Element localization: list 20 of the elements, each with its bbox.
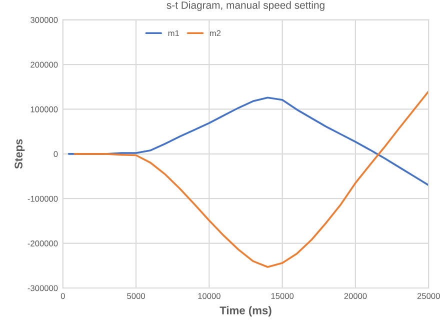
y-tick-label: 100000 [30, 106, 58, 112]
y-tick-label: -200000 [28, 240, 58, 246]
x-tick-label: 20000 [344, 293, 367, 299]
x-tick-label: 15000 [271, 293, 294, 299]
x-tick-label: 10000 [198, 293, 220, 299]
y-tick-label: 200000 [30, 62, 58, 68]
x-axis-title: Time (ms) [220, 306, 272, 317]
x-tick-label: 5000 [127, 293, 145, 299]
line-series [74, 90, 429, 268]
chart-title: s-t Diagram, manual speed setting [166, 1, 324, 11]
legend-label: m2 [210, 30, 221, 36]
y-axis-title: Steps [14, 139, 25, 169]
y-tick-label: 300000 [30, 17, 58, 23]
x-tick-label: 0 [60, 293, 65, 299]
y-tick-label: -300000 [28, 285, 58, 292]
y-tick-label: -100000 [28, 196, 58, 202]
x-tick-label: 25000 [417, 293, 440, 299]
y-tick-label: 0 [54, 151, 58, 158]
line-series [68, 96, 429, 186]
legend-label: m1 [168, 30, 179, 36]
